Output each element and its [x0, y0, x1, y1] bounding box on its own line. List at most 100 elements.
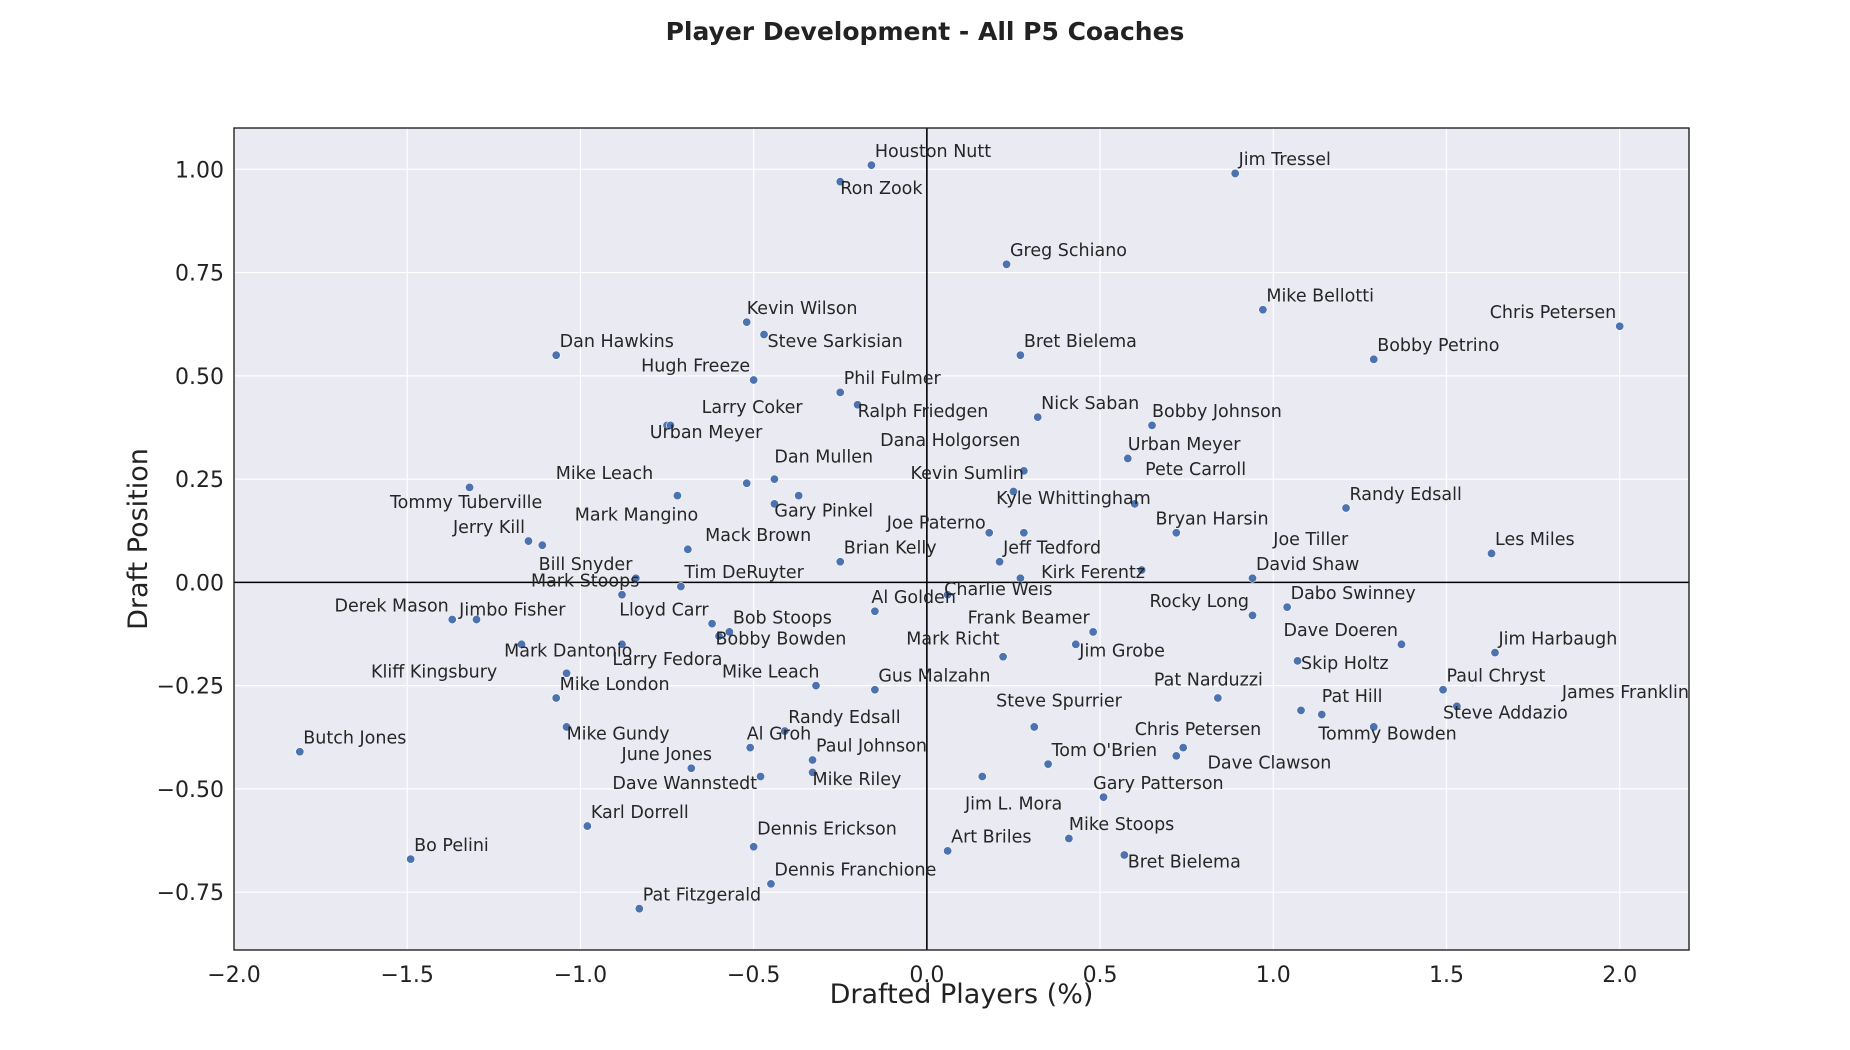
data-point: Pat Hill: [1296, 705, 1306, 715]
data-point: Steve Addazio: [1317, 710, 1327, 720]
data-point: Mark Mangino: [742, 478, 752, 488]
data-point: Chris Petersen: [1178, 743, 1188, 753]
data-point: Mark Richt: [998, 652, 1008, 662]
data-point: Dave Wannstedt: [756, 772, 766, 782]
point-label: Jerry Kill: [452, 518, 525, 538]
data-point: Pat Fitzgerald: [634, 904, 644, 914]
y-tick-label: 1.00: [175, 158, 224, 183]
data-point: Derek Mason: [447, 615, 457, 625]
point-label: Jeff Tedford: [1002, 538, 1101, 558]
data-point: Jim Grobe: [1071, 639, 1081, 649]
data-point: Lloyd Carr: [707, 619, 717, 629]
point-label: Paul Chryst: [1447, 667, 1546, 687]
y-tick-label: 0.00: [175, 571, 224, 596]
point-label: Mark Richt: [906, 629, 999, 649]
point-label: Kirk Ferentz: [1041, 563, 1145, 583]
point-label: Art Briles: [951, 828, 1031, 848]
point-label: Rocky Long: [1150, 592, 1249, 612]
data-point: Mike Bellotti: [1258, 305, 1268, 315]
data-point: Steve Sarkisian: [759, 330, 769, 340]
point-label: Joe Tiller: [1272, 530, 1349, 550]
data-point: Pete Carroll: [1130, 499, 1140, 509]
point-label: Al Groh: [747, 724, 812, 744]
data-point: Mike Stoops: [1064, 833, 1074, 843]
point-label: Mike Riley: [813, 770, 902, 790]
point-label: Butch Jones: [303, 728, 406, 748]
point-label: Larry Fedora: [612, 650, 722, 670]
point-label: Phil Fulmer: [844, 369, 942, 389]
data-point: Bill Snyder: [631, 573, 641, 583]
data-point: Chris Petersen: [1615, 321, 1625, 331]
x-tick-label: 1.5: [1429, 963, 1464, 988]
data-point: Dave Clawson: [1171, 751, 1181, 761]
point-label: Jim Harbaugh: [1497, 629, 1617, 649]
point-label: Frank Beamer: [968, 609, 1091, 629]
point-label: Greg Schiano: [1010, 241, 1127, 261]
data-point: Kevin Wilson: [742, 317, 752, 327]
point-label: Dan Mullen: [774, 448, 873, 468]
data-point: Bryan Harsin: [1171, 528, 1181, 538]
point-label: Mike London: [560, 675, 670, 695]
data-point: Bobby Johnson: [1147, 420, 1157, 430]
point-label: Mark Mangino: [575, 505, 698, 525]
point-label: Mack Brown: [705, 526, 811, 546]
point-label: Dabo Swinney: [1291, 584, 1416, 604]
data-point: Ralph Friedgen: [853, 400, 863, 410]
data-point: Dennis Franchione: [766, 879, 776, 889]
data-point: Phil Fulmer: [835, 387, 845, 397]
data-point: Mack Brown: [683, 544, 693, 554]
point-label: Bo Pelini: [414, 836, 489, 856]
data-point: Dennis Erickson: [749, 842, 759, 852]
point-label: Pete Carroll: [1145, 460, 1246, 480]
data-point: Ron Zook: [835, 177, 845, 187]
point-label: Chris Petersen: [1490, 303, 1617, 323]
point-label: Dennis Franchione: [774, 861, 936, 881]
data-point: Nick Saban: [1033, 412, 1043, 422]
data-point: Les Miles: [1487, 548, 1497, 558]
point-label: Gus Malzahn: [878, 667, 990, 687]
point-label: Steve Addazio: [1443, 704, 1568, 724]
point-label: Tim DeRuyter: [683, 563, 804, 583]
data-point: Mike Leach: [672, 491, 682, 501]
data-point: Jim Tressel: [1230, 168, 1240, 178]
data-point: Mike Riley: [808, 767, 818, 777]
point-label: Bill Snyder: [539, 555, 634, 575]
data-point: Al Golden: [870, 606, 880, 616]
data-point: Unlabeled 2: [537, 540, 547, 550]
point-label: Derek Mason: [335, 596, 449, 616]
x-axis-label: Drafted Players (%): [830, 979, 1094, 1010]
point-label: Mike Leach: [556, 464, 653, 484]
point-label: Kevin Wilson: [747, 299, 858, 319]
point-label: Steve Spurrier: [996, 691, 1122, 711]
point-label: Bobby Petrino: [1377, 336, 1499, 356]
data-point: Bo Pelini: [406, 854, 416, 864]
data-point: Mark Stoops: [617, 590, 627, 600]
point-label: James Franklin: [1561, 683, 1689, 703]
data-point: Paul Chryst: [1438, 685, 1448, 695]
point-label: Mike Gundy: [567, 724, 670, 744]
point-label: Lloyd Carr: [619, 600, 709, 620]
x-tick-label: −1.0: [554, 963, 607, 988]
data-point: Mike London: [551, 693, 561, 703]
chart-title: Player Development - All P5 Coaches: [666, 17, 1185, 46]
data-point: Jeff Tedford: [995, 557, 1005, 567]
point-label: Nick Saban: [1041, 394, 1139, 414]
point-label: Hugh Freeze: [641, 357, 750, 377]
point-label: Randy Edsall: [1350, 485, 1462, 505]
plot-frame: [233, 127, 1690, 951]
data-point: Joe Tiller: [1137, 565, 1147, 575]
point-label: Bryan Harsin: [1156, 510, 1269, 530]
point-label: Al Golden: [871, 588, 956, 608]
data-point: Jerry Kill: [523, 536, 533, 546]
data-point: Dan Hawkins: [551, 350, 561, 360]
point-label: Paul Johnson: [816, 737, 927, 757]
point-label: Bret Bielema: [1128, 852, 1241, 872]
point-label: Gary Pinkel: [774, 501, 873, 521]
data-point: Jim Harbaugh: [1490, 648, 1500, 658]
data-point: Bobby Bowden: [714, 631, 724, 641]
point-label: Houston Nutt: [875, 142, 991, 162]
data-point: Skip Holtz: [1293, 656, 1303, 666]
point-label: David Shaw: [1256, 555, 1359, 575]
data-point: Randy Edsall: [780, 726, 790, 736]
